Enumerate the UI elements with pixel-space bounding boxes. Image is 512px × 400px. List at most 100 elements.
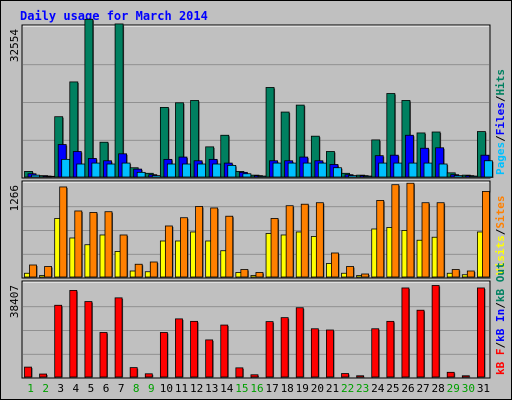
bar-top-pages-11-body (182, 163, 191, 178)
bar-middle-sites-4 (74, 210, 83, 278)
bar-middle-sites-5 (89, 212, 98, 278)
bar-bottom-kb-f-11 (175, 318, 184, 378)
x-label-9: 9 (148, 382, 155, 395)
bar-middle-sites-10-body (164, 225, 173, 278)
legend-item-0: Visits (494, 235, 507, 275)
bar-middle-sites-15-body (240, 269, 249, 278)
bar-top-hits-5 (84, 18, 94, 179)
bar-bottom-kb-f-9 (144, 373, 154, 378)
x-label-27: 27 (416, 382, 429, 395)
x-label-8: 8 (133, 382, 140, 395)
bar-middle-sites-30-body (466, 270, 475, 278)
legend-item-1: / (494, 135, 507, 142)
x-label-31: 31 (477, 382, 490, 395)
bar-middle-sites-22-body (346, 266, 354, 278)
bar-top-pages-13-body (212, 163, 222, 178)
bar-bottom-kb-f-22 (341, 373, 350, 378)
bar-middle-sites-27-body (421, 202, 430, 278)
bar-top-hits-5-body (84, 18, 94, 178)
bar-top-pages-10 (166, 163, 177, 178)
bar-top-pages-4 (76, 163, 86, 178)
bar-middle-sites-31-body (482, 191, 490, 278)
bar-top-pages-8 (136, 171, 147, 178)
bar-top-pages-20 (317, 162, 328, 178)
bar-top-pages-9 (151, 175, 162, 178)
bar-bottom-kb-f-13 (205, 339, 214, 378)
bar-middle-sites-15 (240, 269, 249, 278)
bar-middle-sites-21-body (331, 252, 339, 278)
bar-top-pages-21-body (333, 167, 342, 178)
legend-item-4: Hits (494, 69, 507, 96)
x-label-12: 12 (190, 382, 203, 395)
bar-middle-sites-27 (421, 202, 431, 278)
bar-middle-sites-7-body (119, 234, 128, 278)
bar-top-pages-8-body (136, 171, 146, 178)
x-label-11: 11 (175, 382, 188, 395)
bar-bottom-kb-f-14 (220, 324, 229, 378)
bar-bottom-kb-f-5-body (84, 301, 93, 378)
bar-top-pages-19 (302, 162, 313, 178)
bar-bottom-kb-f-16 (250, 374, 259, 378)
bar-middle-sites-6 (104, 211, 113, 278)
bar-top-pages-15 (242, 173, 252, 178)
bar-top-pages-21 (333, 167, 343, 178)
bar-middle-sites-1-body (29, 264, 37, 278)
bar-bottom-kb-f-7 (114, 297, 124, 378)
bar-bottom-kb-f-11-body (175, 318, 183, 378)
bar-middle-sites-10 (164, 225, 174, 278)
bar-middle-sites-29 (451, 269, 461, 278)
bar-top-pages-23-body (363, 175, 373, 178)
legend-item-2: Files (494, 102, 507, 135)
bar-top-pages-2-body (46, 175, 55, 178)
bar-bottom-kb-f-23-body (356, 375, 365, 378)
bar-bottom-kb-f-20-body (310, 328, 319, 378)
bar-top-pages-10-body (166, 163, 176, 178)
bar-bottom-kb-f-30 (461, 375, 471, 378)
x-label-20: 20 (311, 382, 324, 395)
bar-top-pages-31 (484, 160, 494, 178)
bar-middle-sites-14-body (225, 215, 234, 278)
bar-bottom-kb-f-8-body (129, 367, 138, 378)
bar-middle-sites-2 (44, 266, 53, 278)
bar-middle-sites-20 (315, 202, 325, 278)
x-label-3: 3 (57, 382, 64, 395)
bar-bottom-kb-f-6-body (99, 332, 108, 378)
bar-middle-sites-5-body (89, 212, 98, 278)
bar-bottom-kb-f-1 (24, 366, 33, 378)
bar-bottom-kb-f-18-body (280, 317, 289, 378)
bar-middle-sites-11-body (180, 217, 188, 278)
bar-middle-sites-1 (29, 264, 38, 278)
bar-middle-sites-24 (376, 200, 385, 278)
bar-top-pages-23 (363, 175, 373, 178)
chart-title: Daily usage for March 2014 (20, 9, 208, 23)
bar-top-pages-5-body (91, 162, 101, 178)
bar-middle-sites-26-body (406, 182, 415, 278)
x-label-23: 23 (356, 382, 369, 395)
bar-middle-sites-16-body (255, 272, 264, 278)
bar-bottom-kb-f-7-body (114, 297, 123, 378)
x-label-24: 24 (371, 382, 385, 395)
x-label-13: 13 (205, 382, 218, 395)
bar-bottom-kb-f-31 (477, 287, 486, 378)
x-label-19: 19 (296, 382, 309, 395)
bar-middle-sites-23 (361, 273, 370, 278)
bar-middle-sites-12 (195, 206, 204, 278)
bar-top-pages-26-body (408, 162, 418, 178)
bar-bottom-kb-f-21 (326, 329, 335, 378)
panel-bottom-ymax-label: 38407 (8, 285, 21, 318)
bar-middle-sites-4-body (74, 210, 83, 278)
bar-top-pages-26 (408, 162, 418, 178)
bar-bottom-kb-f-16-body (250, 374, 259, 378)
bar-middle-sites-8 (134, 263, 144, 278)
x-label-28: 28 (432, 382, 445, 395)
bar-middle-sites-11 (180, 217, 189, 278)
bar-middle-sites-13 (210, 207, 219, 278)
bar-top-pages-28 (438, 163, 449, 178)
x-label-21: 21 (326, 382, 339, 395)
bar-middle-sites-12-body (195, 206, 203, 278)
bar-bottom-kb-f-26-body (401, 287, 410, 378)
bar-top-pages-28-body (438, 163, 448, 178)
bar-middle-sites-25 (391, 184, 400, 278)
bar-top-pages-30-shadow (470, 177, 479, 178)
bar-top-pages-7-body (121, 162, 131, 178)
